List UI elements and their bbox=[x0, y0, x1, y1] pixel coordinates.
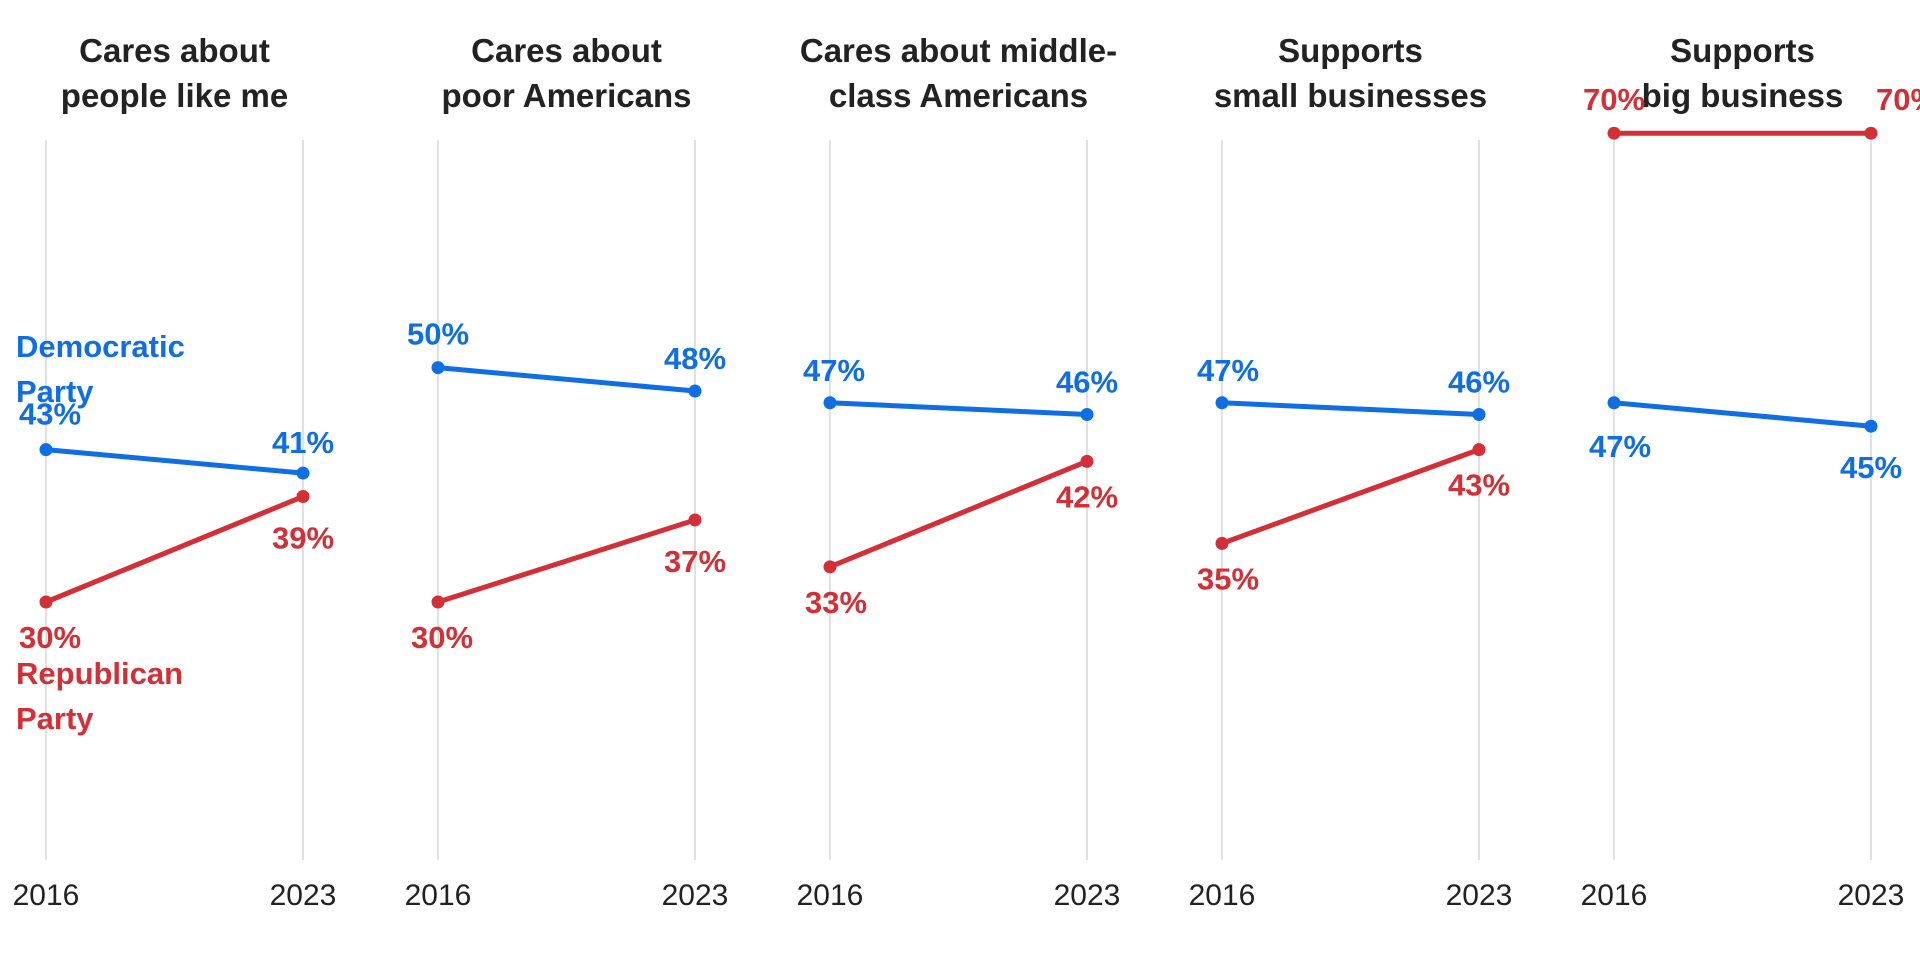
legend-republican-line: Republican bbox=[16, 656, 183, 691]
democratic-value-label: 41% bbox=[272, 425, 334, 460]
republican-value-label: 70% bbox=[1876, 82, 1920, 117]
republican-point bbox=[1864, 126, 1878, 140]
democratic-value-label: 47% bbox=[1197, 353, 1259, 388]
panel-1: Cares about people like me 2016 2023 43% 41% 3… bbox=[13, 32, 337, 912]
panel-title-line: Cares about middle- bbox=[800, 32, 1117, 69]
republican-value-label: 30% bbox=[411, 620, 473, 655]
panel-title-line: people like me bbox=[61, 77, 288, 114]
panel-title-line: class Americans bbox=[829, 77, 1088, 114]
democratic-value-label: 46% bbox=[1056, 364, 1118, 399]
democratic-point bbox=[1864, 419, 1878, 433]
panel-title-line: Supports bbox=[1278, 32, 1423, 69]
republican-series-line bbox=[43, 494, 306, 605]
democratic-point bbox=[1472, 407, 1486, 421]
panel-5: Supports big business 2016 2023 47% 45% 70% 70% bbox=[1581, 32, 1920, 912]
republican-point bbox=[1607, 126, 1621, 140]
republican-point bbox=[431, 595, 445, 609]
democratic-value-label: 43% bbox=[19, 397, 81, 432]
democratic-value-label: 47% bbox=[1589, 429, 1651, 464]
republican-value-label: 42% bbox=[1056, 479, 1118, 514]
panel-4: Supports small businesses 2016 2023 47% 46% 35… bbox=[1189, 32, 1513, 912]
republican-point bbox=[39, 595, 53, 609]
republican-point bbox=[688, 513, 702, 527]
republican-value-label: 30% bbox=[19, 620, 81, 655]
x-tick-label: 2023 bbox=[270, 879, 337, 912]
republican-value-label: 43% bbox=[1448, 468, 1510, 503]
democratic-point bbox=[431, 361, 445, 375]
republican-point bbox=[1215, 536, 1229, 550]
democratic-point bbox=[1607, 396, 1621, 410]
legend-republican-line: Party bbox=[16, 701, 94, 736]
democratic-point bbox=[688, 384, 702, 398]
panel-title-line: poor Americans bbox=[441, 77, 691, 114]
republican-point bbox=[296, 490, 310, 504]
x-tick-label: 2016 bbox=[405, 879, 472, 912]
republican-series-line bbox=[827, 458, 1090, 570]
democratic-point bbox=[1080, 407, 1094, 421]
x-tick-label: 2023 bbox=[1446, 879, 1513, 912]
democratic-value-label: 48% bbox=[664, 341, 726, 376]
panel-2: Cares about poor Americans 2016 2023 50% 48% 3… bbox=[405, 32, 729, 912]
republican-value-label: 33% bbox=[805, 585, 867, 620]
x-tick-label: 2023 bbox=[662, 879, 729, 912]
republican-value-label: 37% bbox=[664, 544, 726, 579]
x-tick-label: 2016 bbox=[797, 879, 864, 912]
republican-series-line bbox=[435, 517, 698, 605]
democratic-point bbox=[823, 396, 837, 410]
democratic-point bbox=[39, 443, 53, 457]
panel-3: Cares about middle-class Americans 2016 20… bbox=[797, 32, 1121, 912]
republican-value-label: 39% bbox=[272, 521, 334, 556]
legend-democratic-line: Democratic bbox=[16, 329, 185, 364]
panel-title-line: Cares about bbox=[471, 32, 662, 69]
republican-point bbox=[823, 560, 837, 574]
democratic-series-line bbox=[827, 400, 1090, 417]
democratic-value-label: 45% bbox=[1840, 450, 1902, 485]
republican-value-label: 35% bbox=[1197, 561, 1259, 596]
democratic-point bbox=[1215, 396, 1229, 410]
x-tick-label: 2023 bbox=[1054, 879, 1121, 912]
panel-title-line: big business bbox=[1642, 77, 1844, 114]
democratic-point bbox=[296, 466, 310, 480]
republican-series-line bbox=[1219, 447, 1482, 546]
republican-point bbox=[1472, 443, 1486, 457]
democratic-value-label: 47% bbox=[803, 353, 865, 388]
panel-title-line: small businesses bbox=[1214, 77, 1487, 114]
republican-point bbox=[1080, 454, 1094, 468]
democratic-series-line bbox=[43, 447, 306, 476]
democratic-value-label: 50% bbox=[407, 317, 469, 352]
x-tick-label: 2016 bbox=[13, 879, 80, 912]
democratic-series-line bbox=[1611, 400, 1874, 429]
republican-value-label: 70% bbox=[1583, 82, 1645, 117]
democratic-series-line bbox=[435, 365, 698, 394]
panel-title-line: Supports bbox=[1670, 32, 1815, 69]
x-tick-label: 2016 bbox=[1581, 879, 1648, 912]
panel-title-line: Cares about bbox=[79, 32, 270, 69]
democratic-value-label: 46% bbox=[1448, 364, 1510, 399]
legend: Democratic Party Republican Party bbox=[16, 329, 185, 736]
legend-democratic-line: Party bbox=[16, 374, 94, 409]
democratic-series-line bbox=[1219, 400, 1482, 417]
x-tick-label: 2016 bbox=[1189, 879, 1256, 912]
x-tick-label: 2023 bbox=[1838, 879, 1905, 912]
